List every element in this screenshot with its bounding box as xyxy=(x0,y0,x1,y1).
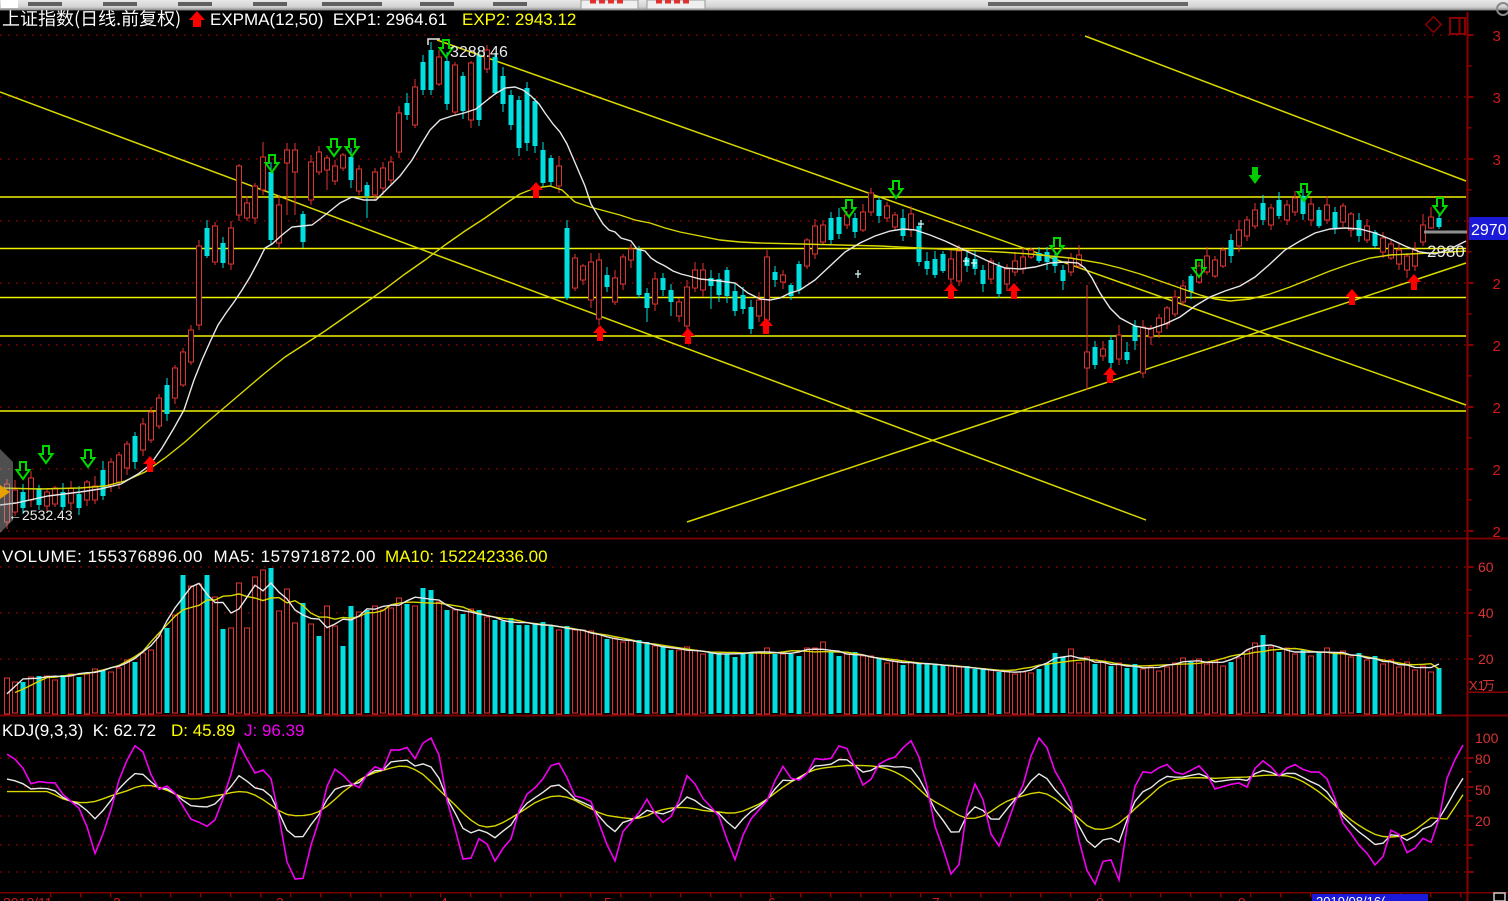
svg-text:J: 96.39: J: 96.39 xyxy=(244,721,305,740)
svg-text:2: 2 xyxy=(1493,338,1501,355)
svg-text:20: 20 xyxy=(1478,651,1494,667)
svg-text:2980: 2980 xyxy=(1427,242,1465,261)
svg-text:3: 3 xyxy=(1493,152,1501,169)
svg-text:50: 50 xyxy=(1475,782,1491,798)
svg-text:60: 60 xyxy=(1478,559,1494,575)
svg-text:2970: 2970 xyxy=(1471,222,1507,239)
svg-text:2: 2 xyxy=(1493,462,1501,479)
svg-text:2018/11: 2018/11 xyxy=(3,895,53,901)
svg-text:80: 80 xyxy=(1475,751,1491,767)
svg-text:3288.46: 3288.46 xyxy=(450,44,508,61)
svg-text:100: 100 xyxy=(1475,730,1499,746)
svg-text:2: 2 xyxy=(1493,400,1501,417)
svg-text:9: 9 xyxy=(1238,895,1246,901)
svg-text:2: 2 xyxy=(113,895,121,901)
svg-text:VOLUME: 155376896.00 MA5: 157: VOLUME: 155376896.00 MA5: 157971872.00 xyxy=(2,547,376,566)
svg-text:40: 40 xyxy=(1478,605,1494,621)
svg-text:8: 8 xyxy=(1096,895,1104,901)
svg-text:3: 3 xyxy=(1493,90,1501,107)
svg-text:7: 7 xyxy=(932,895,940,901)
svg-text:MA10: 152242336.00: MA10: 152242336.00 xyxy=(385,547,548,566)
svg-text:20: 20 xyxy=(1475,813,1491,829)
svg-text:4: 4 xyxy=(440,895,448,901)
svg-text:EXP2: 2943.12: EXP2: 2943.12 xyxy=(462,10,576,29)
svg-text:KDJ(9,3,3) K: 62.72: KDJ(9,3,3) K: 62.72 xyxy=(2,721,156,740)
svg-text:D: 45.89: D: 45.89 xyxy=(171,721,235,740)
svg-text:3: 3 xyxy=(1493,28,1501,45)
svg-text:←2532.43: ←2532.43 xyxy=(8,507,73,523)
svg-text:EXPMA(12,50) EXP1: 2964.61: EXPMA(12,50) EXP1: 2964.61 xyxy=(210,10,447,29)
svg-text:2: 2 xyxy=(1493,276,1501,293)
svg-text:3: 3 xyxy=(276,895,284,901)
svg-text:X1: X1 xyxy=(1469,678,1485,693)
svg-text:6: 6 xyxy=(768,895,776,901)
svg-text:5: 5 xyxy=(604,895,612,901)
svg-text:2: 2 xyxy=(1493,524,1501,541)
svg-text:2019/08/16(: 2019/08/16( xyxy=(1316,894,1386,901)
